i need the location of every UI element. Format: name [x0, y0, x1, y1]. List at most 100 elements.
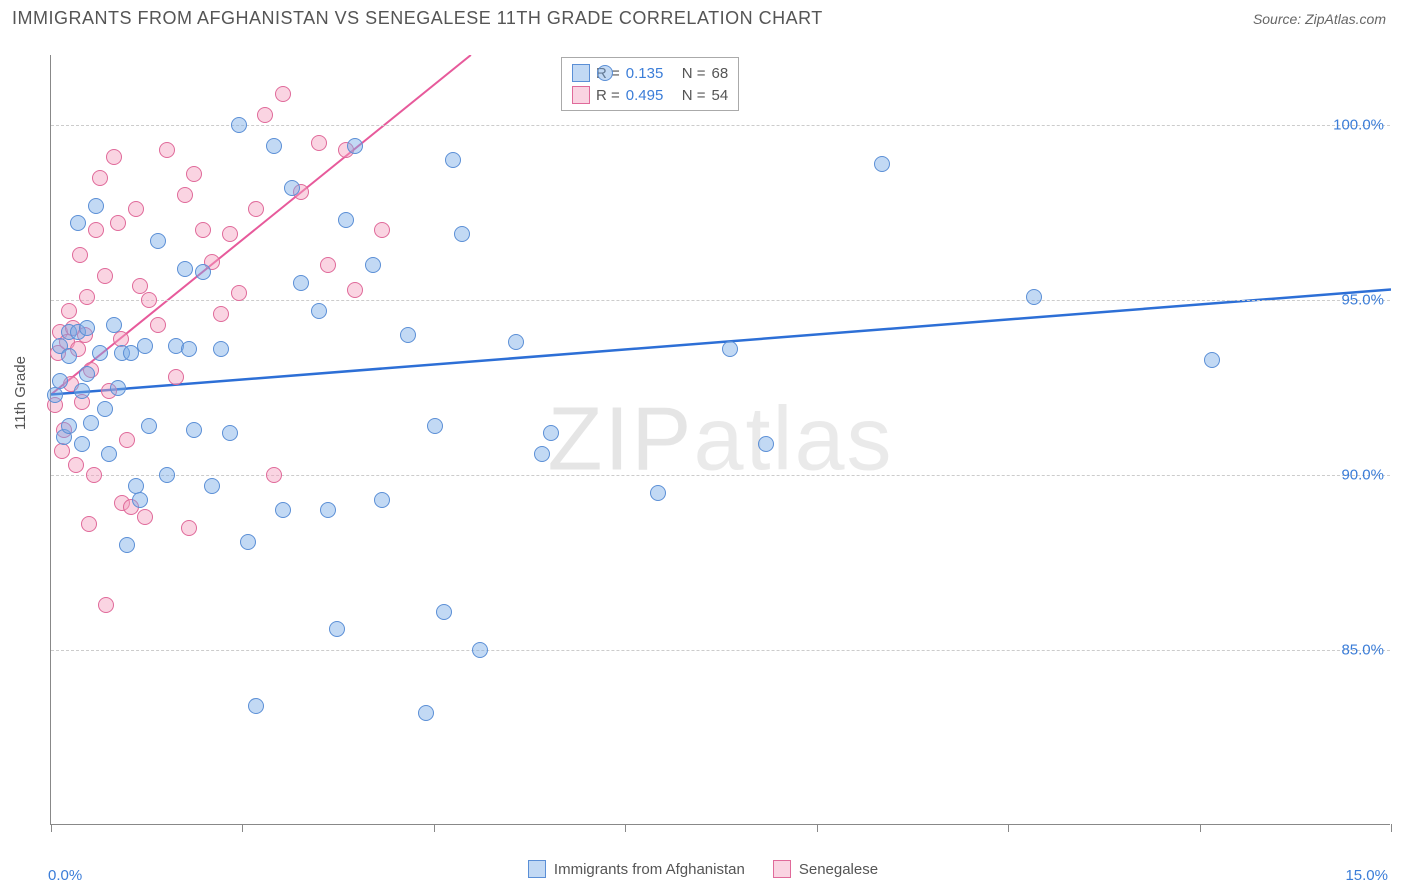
scatter-point-pink	[257, 107, 273, 123]
scatter-point-blue	[141, 418, 157, 434]
scatter-point-blue	[758, 436, 774, 452]
scatter-point-pink	[141, 292, 157, 308]
scatter-point-pink	[68, 457, 84, 473]
scatter-point-blue	[418, 705, 434, 721]
scatter-point-blue	[293, 275, 309, 291]
y-tick-label: 95.0%	[1341, 292, 1384, 309]
scatter-point-blue	[311, 303, 327, 319]
gridline-h	[51, 475, 1390, 476]
scatter-point-blue	[266, 138, 282, 154]
x-tick	[51, 824, 52, 832]
scatter-point-blue	[79, 366, 95, 382]
scatter-point-blue	[347, 138, 363, 154]
x-tick	[1391, 824, 1392, 832]
scatter-point-blue	[722, 341, 738, 357]
x-tick	[242, 824, 243, 832]
scatter-point-blue	[119, 537, 135, 553]
scatter-point-blue	[159, 467, 175, 483]
scatter-point-blue	[137, 338, 153, 354]
scatter-point-pink	[119, 432, 135, 448]
scatter-point-blue	[74, 383, 90, 399]
scatter-point-pink	[150, 317, 166, 333]
scatter-point-blue	[79, 320, 95, 336]
scatter-point-blue	[181, 341, 197, 357]
scatter-point-pink	[54, 443, 70, 459]
scatter-point-blue	[61, 348, 77, 364]
scatter-point-pink	[86, 467, 102, 483]
scatter-point-blue	[874, 156, 890, 172]
chart-title: IMMIGRANTS FROM AFGHANISTAN VS SENEGALES…	[12, 8, 823, 29]
legend-swatch	[572, 64, 590, 82]
scatter-point-blue	[445, 152, 461, 168]
legend-correlation-box: R = 0.135 N = 68 R = 0.495 N = 54	[561, 57, 739, 111]
scatter-point-blue	[329, 621, 345, 637]
scatter-point-blue	[365, 257, 381, 273]
scatter-point-blue	[70, 215, 86, 231]
legend-series: Immigrants from Afghanistan Senegalese	[0, 860, 1406, 882]
scatter-point-pink	[181, 520, 197, 536]
scatter-point-pink	[320, 257, 336, 273]
scatter-point-blue	[472, 642, 488, 658]
gridline-h	[51, 125, 1390, 126]
scatter-point-pink	[137, 509, 153, 525]
x-tick	[625, 824, 626, 832]
scatter-point-pink	[106, 149, 122, 165]
scatter-point-pink	[168, 369, 184, 385]
legend-label: Immigrants from Afghanistan	[554, 861, 745, 878]
scatter-point-pink	[311, 135, 327, 151]
scatter-point-pink	[97, 268, 113, 284]
scatter-point-blue	[248, 698, 264, 714]
scatter-point-blue	[110, 380, 126, 396]
x-tick	[817, 824, 818, 832]
scatter-point-blue	[338, 212, 354, 228]
scatter-point-blue	[597, 65, 613, 81]
scatter-point-pink	[81, 516, 97, 532]
scatter-point-pink	[195, 222, 211, 238]
scatter-point-pink	[213, 306, 229, 322]
legend-swatch	[773, 860, 791, 878]
legend-label: Senegalese	[799, 861, 878, 878]
scatter-point-blue	[204, 478, 220, 494]
scatter-point-blue	[508, 334, 524, 350]
scatter-point-blue	[150, 233, 166, 249]
scatter-point-pink	[88, 222, 104, 238]
chart-plot-area: ZIPatlas R = 0.135 N = 68 R = 0.495 N = …	[50, 55, 1390, 825]
scatter-point-blue	[374, 492, 390, 508]
x-tick	[1008, 824, 1009, 832]
scatter-point-pink	[374, 222, 390, 238]
scatter-point-blue	[61, 418, 77, 434]
legend-series-item: Immigrants from Afghanistan	[528, 860, 745, 878]
legend-swatch	[572, 86, 590, 104]
y-tick-label: 90.0%	[1341, 467, 1384, 484]
scatter-point-pink	[347, 282, 363, 298]
scatter-point-blue	[222, 425, 238, 441]
scatter-point-blue	[427, 418, 443, 434]
scatter-point-pink	[231, 285, 247, 301]
scatter-point-blue	[106, 317, 122, 333]
scatter-point-blue	[97, 401, 113, 417]
gridline-h	[51, 300, 1390, 301]
scatter-point-pink	[98, 597, 114, 613]
scatter-point-blue	[320, 502, 336, 518]
legend-corr-row: R = 0.135 N = 68	[572, 62, 728, 84]
scatter-point-blue	[74, 436, 90, 452]
scatter-point-blue	[132, 492, 148, 508]
scatter-point-blue	[436, 604, 452, 620]
scatter-point-pink	[110, 215, 126, 231]
scatter-point-blue	[213, 341, 229, 357]
scatter-point-blue	[284, 180, 300, 196]
scatter-point-blue	[275, 502, 291, 518]
y-tick-label: 85.0%	[1341, 642, 1384, 659]
scatter-point-blue	[1204, 352, 1220, 368]
scatter-point-blue	[195, 264, 211, 280]
scatter-point-pink	[186, 166, 202, 182]
scatter-point-blue	[88, 198, 104, 214]
scatter-point-blue	[650, 485, 666, 501]
scatter-point-pink	[72, 247, 88, 263]
scatter-point-blue	[52, 373, 68, 389]
x-tick	[434, 824, 435, 832]
scatter-point-pink	[128, 201, 144, 217]
scatter-point-blue	[101, 446, 117, 462]
scatter-point-blue	[92, 345, 108, 361]
y-tick-label: 100.0%	[1333, 117, 1384, 134]
